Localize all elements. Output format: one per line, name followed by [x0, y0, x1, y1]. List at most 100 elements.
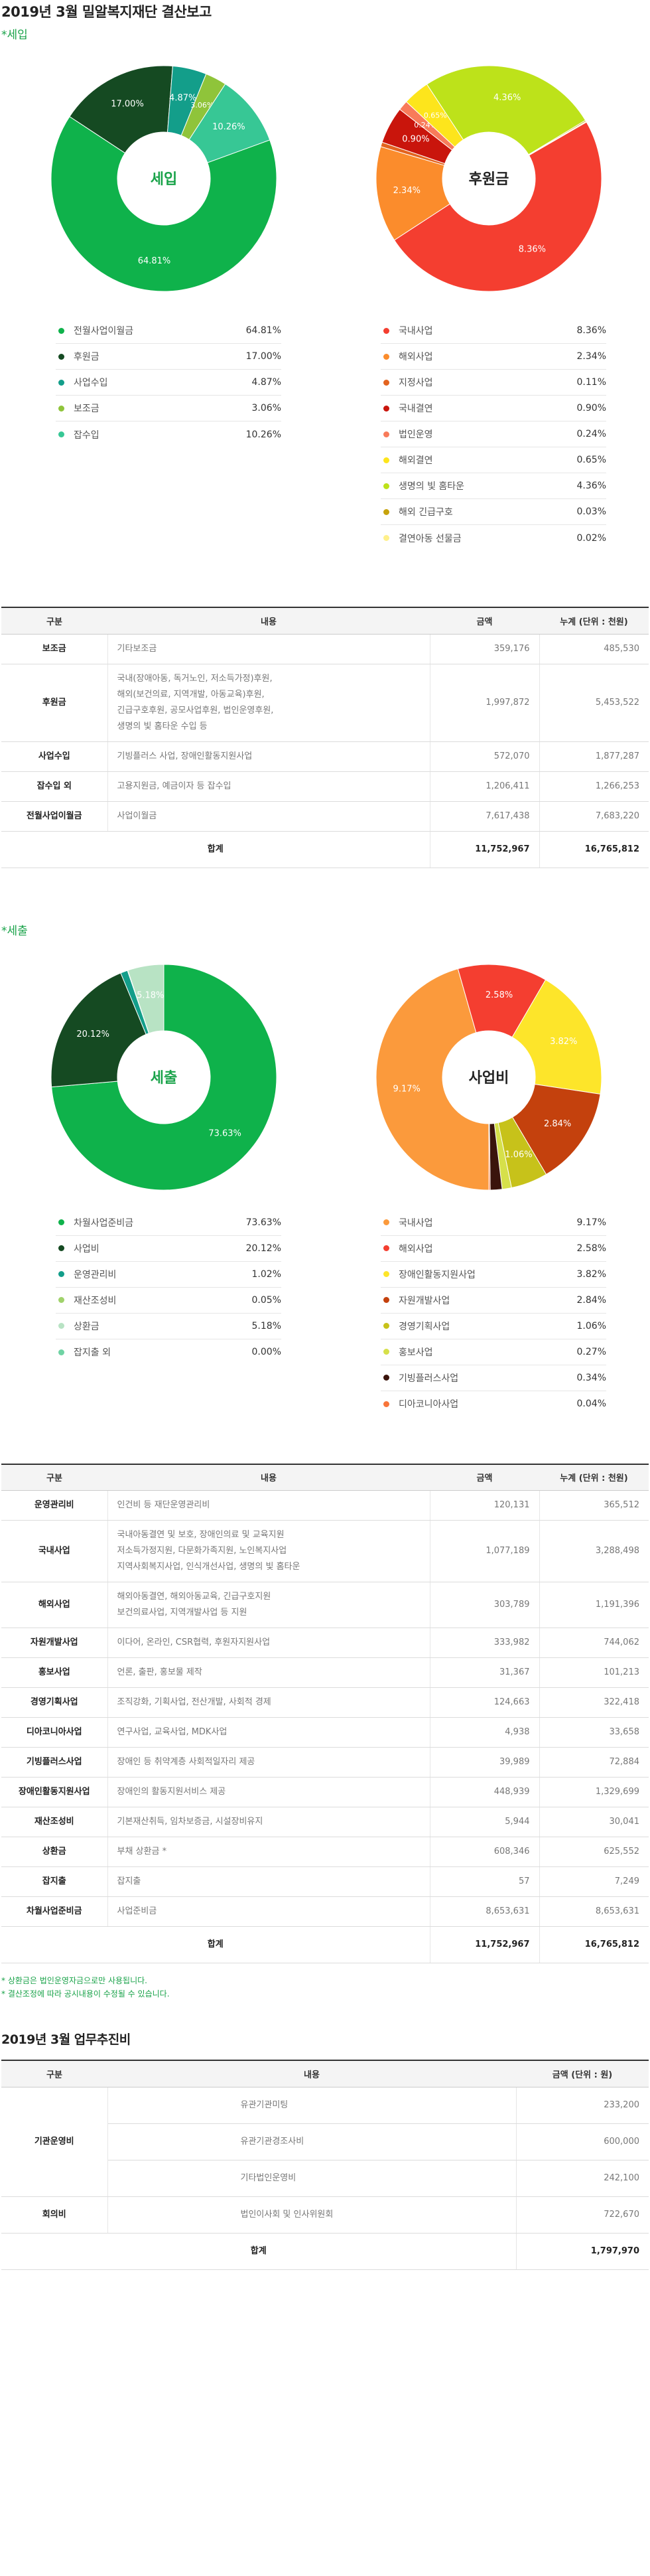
- legend-item: 국내사업 8.36%: [381, 318, 606, 344]
- row-amount: 5,944: [430, 1807, 540, 1837]
- legend-value: 0.65%: [576, 455, 606, 465]
- legend-label: 경영기획사업: [399, 1321, 450, 1332]
- row-category: 차월사업준비금: [1, 1896, 108, 1927]
- expense-chart-left: 73.63% 20.12% 5.18% 세출 차월사업준비금 73.63% 사업비 20.1…: [1, 958, 326, 1417]
- row-amount: 600,000: [516, 2123, 649, 2160]
- program-center-label: 사업비: [469, 1070, 509, 1087]
- legend-label: 잡수입: [74, 429, 99, 441]
- legend-label: 후원금: [74, 352, 99, 362]
- row-description: 이다어, 온라인, CSR협력, 후원자지원사업: [107, 1628, 430, 1658]
- donation-data-label: 2.34%: [393, 186, 421, 196]
- donation-data-label: 4.36%: [493, 93, 521, 103]
- notes: * 상환금은 법인운영자금으로만 사용됩니다. * 결산조정에 따라 공시내용이…: [1, 1974, 649, 2001]
- legend-dot: [58, 1297, 64, 1303]
- table-row: 전월사업이월금 사업이월금 7,617,438 7,683,220: [1, 801, 649, 832]
- row-category: 장애인활동지원사업: [1, 1777, 108, 1807]
- program-data-label: 2.84%: [544, 1118, 571, 1128]
- row-cumulative: 101,213: [539, 1657, 649, 1688]
- legend-dot: [383, 327, 389, 334]
- donation-data-label: 8.36%: [519, 245, 546, 255]
- description-line: 해외(보건의료, 지역개발, 아동교육)후원,: [117, 689, 265, 700]
- legend-dot: [383, 457, 389, 463]
- row-amount: 4,938: [430, 1717, 540, 1748]
- row-amount: 31,367: [430, 1657, 540, 1688]
- description-line: 잡지출: [117, 1876, 141, 1886]
- legend-item: 장애인활동지원사업 3.82%: [381, 1262, 606, 1288]
- donation-data-label: 0.65%: [424, 112, 447, 120]
- row-description: 연구사업, 교육사업, MDK사업: [107, 1717, 430, 1748]
- legend-dot: [383, 508, 389, 515]
- header-cumulative: 누계 (단위 : 천원): [539, 607, 649, 635]
- legend-label: 결연아동 선물금: [399, 533, 462, 544]
- total-amount: 11,752,967: [430, 831, 540, 868]
- row-cumulative: 30,041: [539, 1807, 649, 1837]
- row-description: 기타법인운영비: [107, 2160, 517, 2197]
- income-data-label: 3.06%: [190, 101, 214, 110]
- row-description: 잡지출: [107, 1866, 430, 1897]
- table-row: 잡수입 외 고용지원금, 예금이자 등 잡수입 1,206,411 1,266,253: [1, 771, 649, 802]
- description-line: 기타보조금: [117, 643, 157, 654]
- legend-item: 지정사업 0.11%: [381, 370, 606, 396]
- legend-dot: [383, 1245, 389, 1251]
- row-description: 조직강화, 기획사업, 전산개발, 사회적 경제: [107, 1687, 430, 1718]
- description-line: 장애인의 활동지원서비스 제공: [117, 1787, 226, 1797]
- legend-value: 2.84%: [576, 1294, 606, 1306]
- program-slice: [375, 968, 489, 1191]
- income-data-label: 64.81%: [138, 256, 171, 266]
- description-line: 연구사업, 교육사업, MDK사업: [117, 1727, 228, 1737]
- header-amount: 금액: [430, 1463, 539, 1491]
- row-amount: 1,997,872: [430, 664, 540, 742]
- income-slice: [188, 83, 271, 163]
- donation-donut-chart: 8.36%2.34%0.90%0.24%0.65%4.36%후원금: [375, 65, 602, 292]
- legend-item: 전월사업이월금 64.81%: [56, 318, 281, 344]
- table-row: 상환금 부채 상환금 * 608,346 625,552: [1, 1837, 649, 1867]
- expense-chart-right: 9.17% 2.58% 3.82% 2.84% 1.06% 사업비 국내사업 9.17% 해외…: [326, 958, 650, 1417]
- row-amount: 242,100: [516, 2160, 649, 2197]
- legend-label: 해외사업: [399, 1243, 433, 1254]
- ops-table-header: 구분 내용 금액 (단위 : 원): [1, 2060, 649, 2087]
- legend-label: 잡지출 외: [74, 1347, 111, 1358]
- row-description: 언론, 출판, 홍보물 제작: [107, 1657, 430, 1688]
- legend-value: 10.26%: [245, 429, 281, 440]
- income-data-label: 4.87%: [169, 93, 196, 103]
- row-description: 기빙플러스 사업, 장애인활동지원사업: [107, 741, 430, 772]
- row-category: 상환금: [1, 1837, 108, 1867]
- legend-item: 해외사업 2.34%: [381, 344, 606, 370]
- legend-item: 해외사업 2.58%: [381, 1236, 606, 1262]
- donation-slice: [393, 121, 602, 292]
- header-desc: 내용: [107, 2060, 516, 2087]
- table-row: 보조금 기타보조금 359,176 485,530: [1, 634, 649, 664]
- legend-value: 1.06%: [576, 1320, 606, 1331]
- row-category: 국내사업: [1, 1520, 108, 1582]
- expense-charts: 73.63% 20.12% 5.18% 세출 차월사업준비금 73.63% 사업비 20.1…: [1, 958, 650, 1417]
- row-category: 사업수입: [1, 741, 108, 772]
- expense-data-label: 20.12%: [76, 1029, 109, 1039]
- description-line: 해외아동결연, 해외아동교육, 긴급구호지원: [117, 1592, 271, 1602]
- legend-label: 전월사업이월금: [74, 326, 134, 337]
- donation-slice: [528, 121, 587, 156]
- table-row: 자원개발사업 이다어, 온라인, CSR협력, 후원자지원사업 333,982 744…: [1, 1628, 649, 1658]
- total-amount: 11,752,967: [430, 1926, 540, 1963]
- legend-value: 17.00%: [245, 351, 281, 362]
- description-line: 인건비 등 재단운영관리비: [117, 1500, 210, 1510]
- row-description: 기타보조금: [107, 634, 430, 664]
- program-slice: [511, 978, 602, 1095]
- legend-item: 결연아동 선물금 0.02%: [381, 525, 606, 551]
- row-amount: 7,617,438: [430, 801, 540, 832]
- legend-label: 홍보사업: [399, 1347, 433, 1358]
- legend-dot: [383, 1323, 389, 1329]
- total-row: 합계 1,797,970: [1, 2233, 649, 2270]
- table-row: 후원금 국내(장애아동, 독거노인, 저소득가정)후원, 해외(보건의료, 지역개발…: [1, 664, 649, 742]
- row-amount: 333,982: [430, 1628, 540, 1658]
- row-description: 인건비 등 재단운영관리비: [107, 1490, 430, 1521]
- row-cumulative: 8,653,631: [539, 1896, 649, 1927]
- table-row: 기관운영비 유관기관미팅 233,200: [1, 2087, 649, 2197]
- legend-label: 해외결연: [399, 455, 433, 466]
- description-line: 조직강화, 기획사업, 전산개발, 사회적 경제: [117, 1697, 271, 1707]
- table-row: 기빙플러스사업 장애인 등 취약계층 사회적일자리 제공 39,989 72,884: [1, 1747, 649, 1778]
- header-cumulative: 누계 (단위 : 천원): [539, 1463, 649, 1491]
- total-cumulative: 16,765,812: [539, 1926, 649, 1963]
- legend-item: 보조금 3.06%: [56, 396, 281, 421]
- total-label: 합계: [1, 831, 430, 868]
- row-description: 유관기관미팅: [107, 2087, 517, 2124]
